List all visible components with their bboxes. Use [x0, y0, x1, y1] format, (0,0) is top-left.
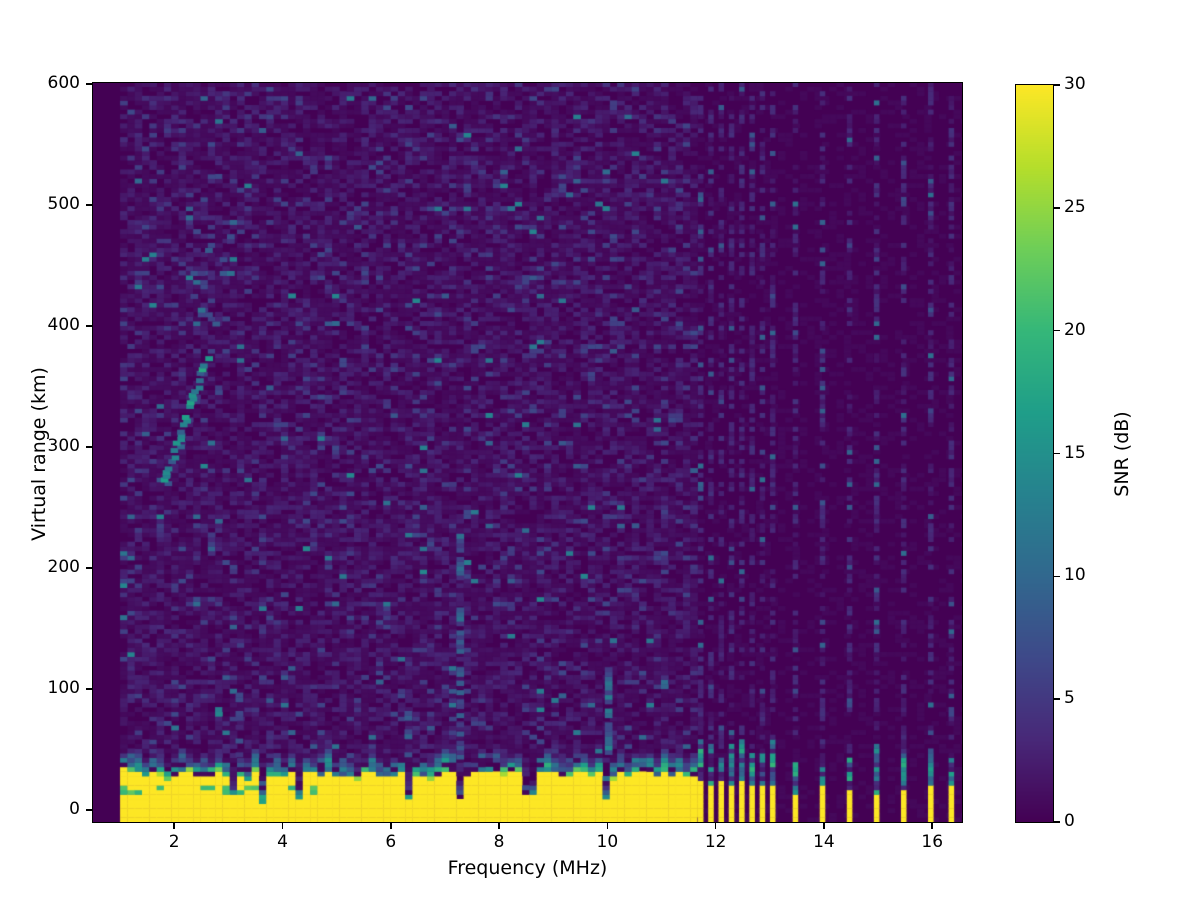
x-tick-mark — [714, 822, 717, 829]
y-tick-mark — [86, 446, 93, 448]
y-tick-label: 0 — [69, 798, 80, 819]
colorbar-tick-label: 25 — [1064, 196, 1086, 217]
colorbar-tick-mark — [1053, 452, 1060, 455]
ionogram-heatmap-canvas — [93, 83, 962, 822]
colorbar-tick-mark — [1053, 698, 1060, 700]
x-tick-label: 4 — [277, 832, 288, 852]
y-tick-label: 400 — [47, 315, 80, 336]
y-tick-mark — [86, 809, 93, 811]
colorbar-tick-label: 0 — [1064, 811, 1075, 831]
colorbar-tick-mark — [1053, 329, 1060, 332]
y-tick-label: 600 — [47, 73, 80, 94]
colorbar-tick-label: 30 — [1064, 74, 1086, 94]
colorbar-tick-label: 20 — [1064, 319, 1086, 340]
x-tick-mark — [173, 822, 175, 829]
y-tick-label: 300 — [47, 436, 80, 457]
colorbar-tick-mark — [1053, 207, 1060, 209]
x-tick-label: 8 — [493, 832, 505, 852]
y-tick-mark — [86, 83, 93, 85]
y-axis-label: Virtual range (km) — [28, 367, 50, 541]
colorbar-tick-mark — [1053, 84, 1060, 86]
x-tick-mark — [931, 822, 933, 829]
x-tick-mark — [281, 822, 284, 829]
x-tick-mark — [390, 822, 392, 829]
y-tick-label: 500 — [47, 194, 80, 215]
colorbar-label: SNR (dB) — [1111, 411, 1133, 497]
x-tick-label: 12 — [704, 832, 727, 852]
y-tick-mark — [86, 204, 93, 206]
y-tick-label: 200 — [47, 557, 80, 577]
x-tick-mark — [823, 822, 825, 829]
colorbar-tick-mark — [1053, 821, 1060, 823]
colorbar-tick-mark — [1053, 575, 1060, 578]
colorbar-tick-label: 15 — [1064, 442, 1086, 463]
x-tick-mark — [498, 822, 500, 829]
y-tick-mark — [86, 567, 93, 569]
x-tick-mark — [606, 822, 609, 829]
x-tick-label: 16 — [921, 832, 944, 852]
y-tick-label: 100 — [47, 677, 80, 698]
x-tick-label: 10 — [596, 832, 619, 852]
x-tick-label: 14 — [813, 832, 835, 852]
y-tick-mark — [86, 688, 93, 690]
y-tick-mark — [86, 325, 93, 327]
x-axis-label: Frequency (MHz) — [447, 857, 608, 879]
colorbar-tick-label: 5 — [1064, 688, 1075, 709]
x-tick-label: 6 — [385, 832, 397, 852]
colorbar-gradient — [1016, 85, 1053, 822]
x-tick-label: 2 — [168, 832, 180, 852]
colorbar-tick-label: 10 — [1064, 565, 1086, 586]
